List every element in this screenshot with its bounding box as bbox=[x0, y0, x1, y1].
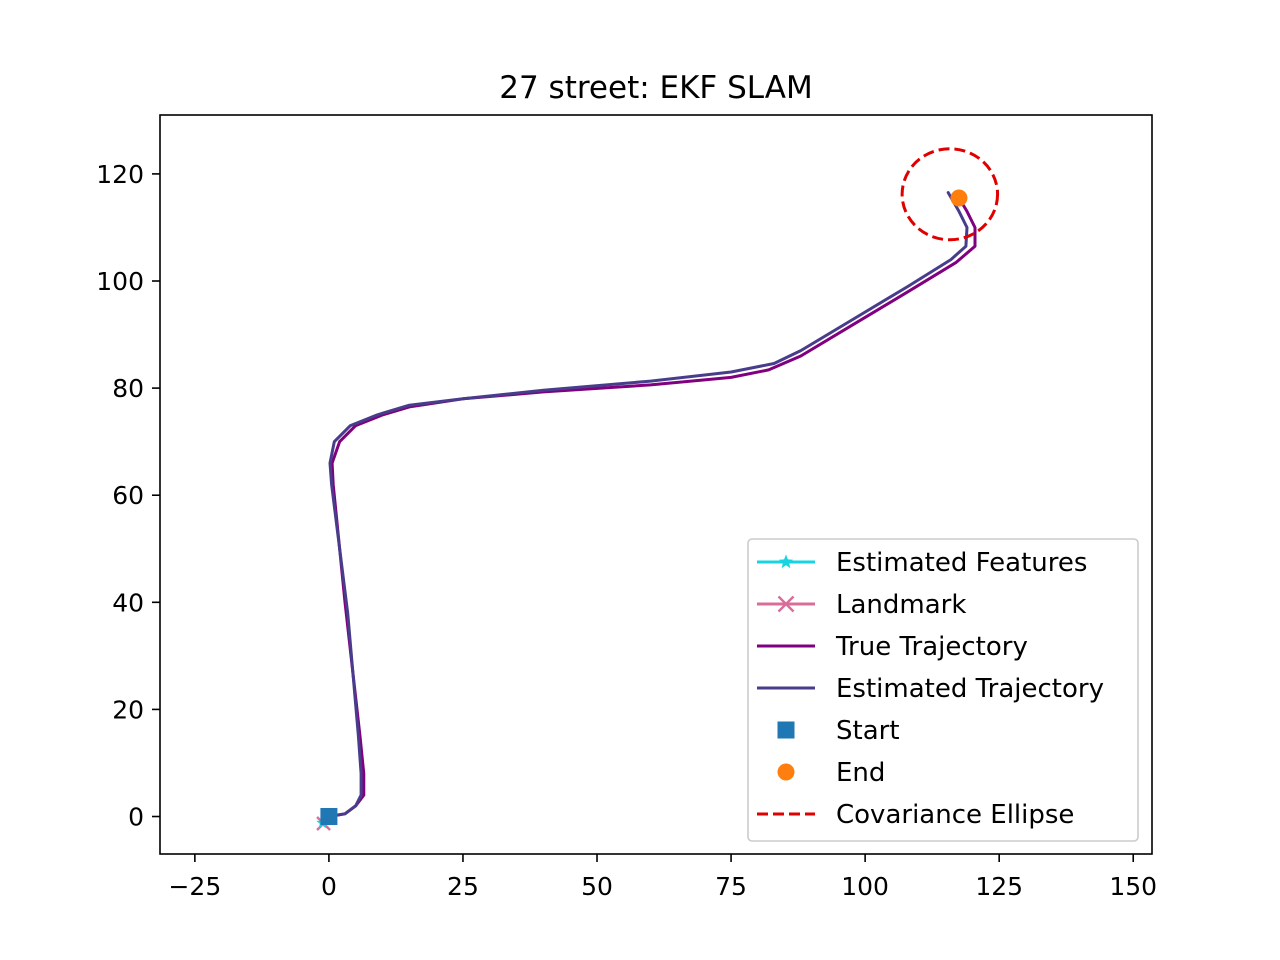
x-tick-label: 150 bbox=[1109, 872, 1157, 901]
start-marker bbox=[320, 808, 338, 826]
axes-frame bbox=[159, 114, 1153, 855]
covariance-ellipse bbox=[900, 147, 1000, 242]
legend-estimated-trajectory-label: Estimated Trajectory bbox=[836, 674, 1104, 704]
y-tick-label: 60 bbox=[112, 481, 144, 510]
y-tick-label: 0 bbox=[128, 803, 144, 832]
legend-covariance-ellipse-label: Covariance Ellipse bbox=[836, 800, 1074, 830]
axis-ticks: −25 0 25 50 75 100 125 150 0 20 40 60 80 100 120 bbox=[96, 160, 1157, 901]
y-tick-label: 80 bbox=[112, 374, 144, 403]
legend: Estimated Features Landmark True Trajector… bbox=[747, 538, 1139, 842]
x-tick-label: 50 bbox=[581, 872, 613, 901]
x-tick-label: 100 bbox=[841, 872, 889, 901]
legend-estimated-features-label: Estimated Features bbox=[836, 548, 1087, 578]
y-tick-label: 100 bbox=[96, 267, 144, 296]
legend-end-label: End bbox=[836, 758, 885, 788]
y-tick-label: 20 bbox=[112, 695, 144, 724]
x-tick-label: 75 bbox=[715, 872, 747, 901]
estimated-trajectory-line bbox=[327, 191, 969, 818]
x-tick-label: 25 bbox=[447, 872, 479, 901]
legend-start-label: Start bbox=[836, 716, 900, 746]
legend-landmark-marker bbox=[777, 595, 795, 613]
y-tick-label: 120 bbox=[96, 160, 144, 189]
y-tick-label: 40 bbox=[112, 588, 144, 617]
legend-frame bbox=[747, 538, 1139, 842]
legend-true-trajectory-label: True Trajectory bbox=[835, 632, 1028, 662]
legend-landmark-label: Landmark bbox=[836, 590, 966, 620]
end-marker bbox=[950, 189, 968, 207]
legend-estimated-features-marker bbox=[778, 554, 794, 569]
x-tick-label: 125 bbox=[975, 872, 1023, 901]
legend-end-marker bbox=[777, 763, 795, 781]
x-tick-label: −25 bbox=[168, 872, 221, 901]
x-tick-label: 0 bbox=[321, 872, 337, 901]
plot-area bbox=[316, 147, 1000, 831]
legend-start-marker bbox=[777, 721, 795, 739]
chart-title: 27 street: EKF SLAM bbox=[499, 70, 812, 106]
legend-landmark-marker-stroke-b bbox=[777, 595, 795, 613]
